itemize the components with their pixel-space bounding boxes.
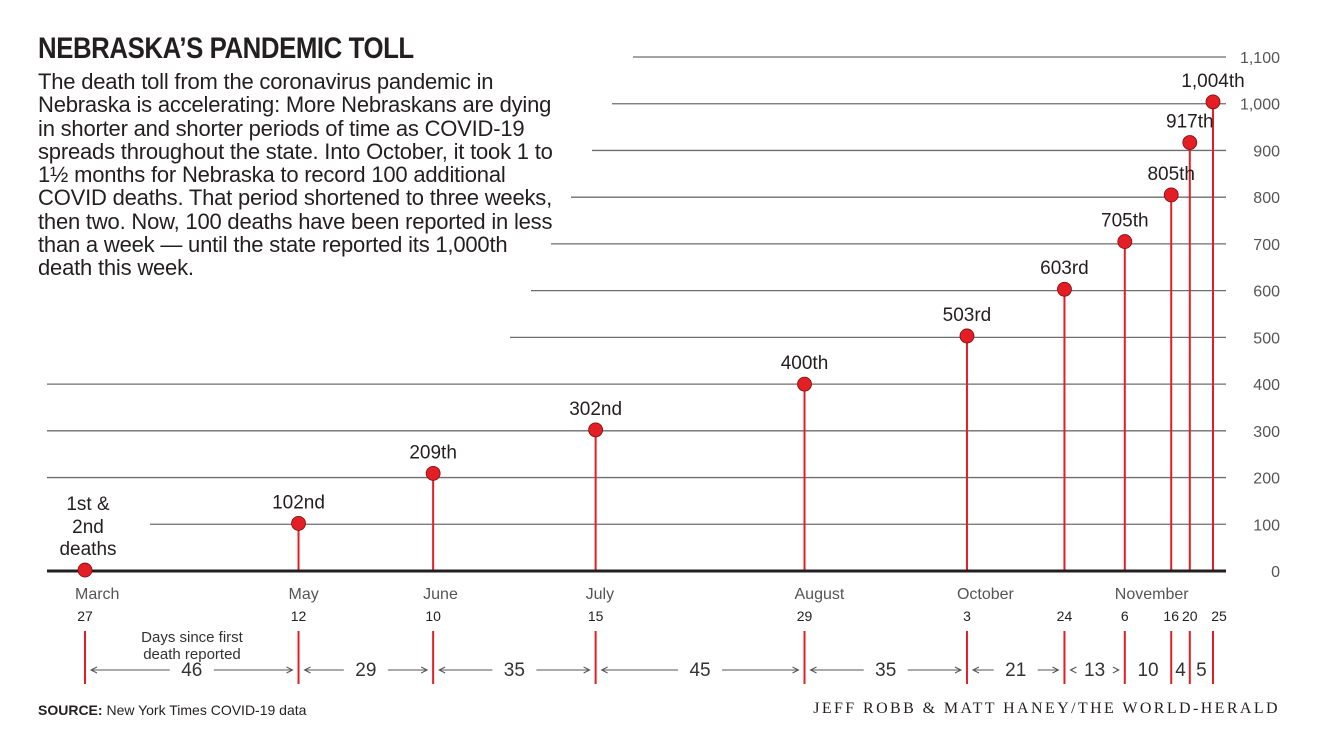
data-point <box>959 328 975 344</box>
interval-markers: 46 29 35 45 35 21 13 10 4 5 <box>84 631 1214 684</box>
data-point <box>77 562 93 578</box>
day-label: 12 <box>291 608 307 624</box>
source-text: New York Times COVID-19 data <box>106 702 307 718</box>
data-point <box>588 422 604 438</box>
arrow-head-left <box>809 666 817 674</box>
month-label: October <box>957 586 1015 603</box>
arrow-head-right <box>1052 666 1060 674</box>
data-point <box>797 376 812 392</box>
y-axis-ticks: 0 100 200 300 400 500 600 700 800 900 1,000 1,100 <box>1240 50 1280 581</box>
day-label: 29 <box>797 608 813 624</box>
arrow-head-right <box>583 666 591 674</box>
data-point <box>291 515 306 531</box>
point-label: 400th <box>781 353 829 374</box>
interval-value: 5 <box>1196 660 1207 681</box>
day-label: 27 <box>77 608 93 624</box>
y-tick-label: 500 <box>1253 330 1280 347</box>
y-tick-label: 200 <box>1253 471 1280 488</box>
month-label: July <box>586 586 614 603</box>
arrow-head-right <box>954 666 963 674</box>
data-point <box>1205 94 1221 110</box>
point-label: 603rd <box>1040 258 1089 279</box>
point-label-line: 2nd <box>72 517 104 538</box>
interval-value: 21 <box>1005 660 1026 681</box>
arrow-head-left <box>303 666 311 674</box>
gridlines <box>47 56 1226 525</box>
point-label: 503rd <box>943 305 992 326</box>
chart-description: The death toll from the coronavirus pand… <box>38 69 553 281</box>
data-point <box>425 465 441 481</box>
point-label-line: deaths <box>59 539 116 560</box>
arrow-head-left <box>971 666 980 674</box>
point-label-line: 1st & <box>66 494 110 515</box>
arrow-head-left <box>1069 666 1077 674</box>
data-points <box>77 94 1221 578</box>
point-label: 917th <box>1166 112 1214 133</box>
day-label: 10 <box>425 608 441 624</box>
data-point <box>1163 187 1179 203</box>
day-label: 6 <box>1121 608 1129 624</box>
point-label: 805th <box>1147 164 1195 185</box>
day-labels: 27 12 10 15 29 3 24 6 16 20 25 <box>77 608 1227 624</box>
y-tick-label: 800 <box>1253 190 1280 207</box>
interval-value: 35 <box>875 660 896 681</box>
y-tick-label: 1,100 <box>1240 50 1280 67</box>
data-point <box>1117 234 1133 249</box>
arrow-head-left <box>600 666 608 674</box>
day-label: 15 <box>588 608 604 624</box>
month-labels: March May June July August October November <box>75 586 1189 603</box>
credit-line: JEFF ROBB & MATT HANEY/THE WORLD-HERALD <box>813 700 1280 717</box>
y-tick-label: 600 <box>1253 284 1280 301</box>
y-tick-label: 300 <box>1253 424 1280 441</box>
y-tick-label: 100 <box>1253 517 1280 534</box>
interval-value: 4 <box>1175 660 1186 681</box>
point-label: 705th <box>1101 211 1149 232</box>
point-label: 1,004th <box>1181 71 1244 92</box>
day-label: 3 <box>963 608 971 624</box>
y-tick-label: 900 <box>1253 143 1280 160</box>
arrow-head-right <box>286 666 294 674</box>
y-tick-label: 400 <box>1253 377 1280 394</box>
source-label: SOURCE: <box>38 702 103 718</box>
point-label: 209th <box>409 442 457 463</box>
intervals-caption-line-2: death reported <box>143 646 241 663</box>
arrow-head-left <box>89 666 98 674</box>
interval-value: 10 <box>1137 660 1158 681</box>
month-label: May <box>289 586 319 603</box>
month-label: August <box>795 586 845 603</box>
interval-value: 35 <box>504 660 525 681</box>
data-point <box>1057 281 1072 297</box>
day-label: 24 <box>1057 608 1073 624</box>
day-label: 25 <box>1211 608 1227 624</box>
y-tick-label: 0 <box>1271 564 1280 581</box>
point-label: 102nd <box>272 492 325 513</box>
chart-title: NEBRASKA’S PANDEMIC TOLL <box>38 32 414 65</box>
day-label: 20 <box>1182 608 1198 624</box>
arrow-head-right <box>420 666 429 674</box>
data-point <box>1182 135 1198 150</box>
arrow-head-left <box>438 666 446 674</box>
arrow-head-right <box>1112 666 1120 674</box>
month-label: November <box>1115 586 1189 603</box>
intervals-caption-line-1: Days since first <box>141 629 244 646</box>
point-label: 302nd <box>569 399 622 420</box>
arrow-head-right <box>792 666 800 674</box>
interval-value: 13 <box>1084 660 1105 681</box>
day-label: 16 <box>1163 608 1179 624</box>
month-label: March <box>75 586 119 603</box>
source-note: SOURCE: New York Times COVID-19 data <box>38 702 306 718</box>
stems <box>297 101 1214 571</box>
interval-value: 45 <box>689 660 710 681</box>
interval-value: 29 <box>355 660 376 681</box>
y-tick-label: 1,000 <box>1240 97 1280 114</box>
interval-value: 46 <box>181 660 202 681</box>
y-tick-label: 700 <box>1253 237 1280 254</box>
month-label: June <box>423 586 458 603</box>
